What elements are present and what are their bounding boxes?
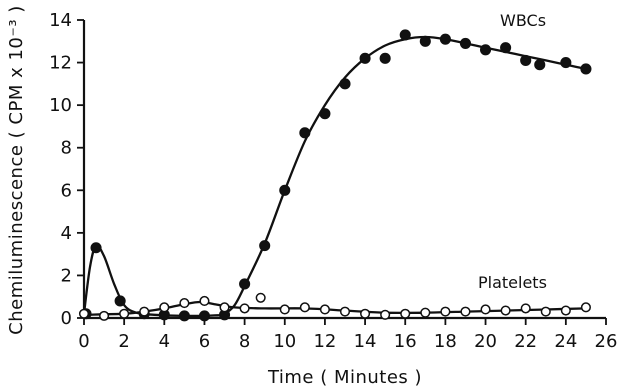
data-point-platelets	[199, 295, 210, 307]
data-point-wbcs	[114, 295, 126, 307]
data-point-platelets	[360, 308, 371, 319]
data-point-wbcs	[90, 242, 102, 254]
data-point-platelets	[299, 302, 310, 313]
data-point-platelets	[580, 302, 591, 313]
y-axis-ticks: 0 2 4 6 8 10 12 14	[49, 10, 84, 329]
y-tick-label: 10	[49, 95, 72, 116]
data-point-platelets	[400, 308, 411, 319]
data-point-wbcs	[319, 108, 331, 120]
data-point-wbcs	[439, 33, 451, 45]
x-tick-label: 24	[554, 331, 577, 352]
data-point-platelets	[78, 308, 90, 319]
x-tick-label: 0	[78, 331, 89, 352]
y-tick-label: 2	[61, 265, 72, 286]
data-point-wbcs	[520, 54, 532, 66]
y-tick-label: 4	[61, 223, 72, 244]
data-point-platelets	[139, 306, 150, 317]
data-point-platelets	[279, 304, 290, 315]
data-point-wbcs	[399, 29, 411, 41]
series-label-platelets: Platelets	[478, 273, 547, 292]
x-tick-label: 16	[394, 331, 417, 352]
data-point-platelets	[560, 305, 571, 316]
data-point-wbcs	[379, 52, 391, 64]
data-point-platelets	[500, 305, 511, 316]
data-point-platelets	[520, 303, 531, 314]
data-point-wbcs	[279, 184, 291, 196]
data-point-platelets	[540, 306, 551, 317]
x-tick-label: 6	[199, 331, 210, 352]
x-tick-label: 10	[273, 331, 296, 352]
x-tick-label: 14	[354, 331, 377, 352]
y-tick-label: 8	[61, 138, 72, 159]
data-point-platelets	[219, 302, 230, 313]
series-markers	[78, 29, 592, 322]
x-tick-label: 20	[474, 331, 497, 352]
data-point-platelets	[380, 309, 391, 320]
data-point-platelets	[420, 307, 431, 318]
x-axis-title: Time ( Minutes )	[267, 367, 422, 388]
x-tick-label: 22	[514, 331, 537, 352]
data-point-wbcs	[459, 37, 472, 49]
x-tick-label: 2	[118, 331, 129, 352]
data-point-platelets	[440, 306, 451, 317]
series-labels: WBCs Platelets	[478, 11, 547, 292]
data-point-wbcs	[178, 310, 190, 322]
series-label-wbcs: WBCs	[500, 11, 546, 30]
data-point-platelets	[255, 292, 266, 303]
data-point-platelets	[159, 302, 170, 313]
data-point-platelets	[319, 304, 330, 315]
data-point-wbcs	[580, 63, 592, 75]
x-tick-label: 8	[239, 331, 250, 352]
data-point-platelets	[179, 298, 190, 309]
data-point-wbcs	[198, 310, 211, 322]
data-point-platelets	[480, 304, 491, 315]
data-point-wbcs	[560, 57, 572, 69]
y-tick-label: 6	[61, 180, 72, 201]
x-tick-label: 26	[595, 331, 618, 352]
x-tick-label: 18	[434, 331, 457, 352]
data-point-platelets	[339, 306, 351, 317]
data-point-wbcs	[239, 278, 251, 290]
data-point-wbcs	[339, 78, 351, 90]
data-point-wbcs	[299, 127, 311, 139]
data-point-wbcs	[479, 44, 492, 56]
data-point-wbcs	[534, 59, 546, 71]
data-point-wbcs	[419, 35, 431, 47]
data-point-platelets	[99, 310, 110, 321]
y-tick-label: 12	[49, 53, 72, 74]
data-point-platelets	[119, 308, 130, 319]
data-point-wbcs	[359, 52, 371, 64]
series-curve-platelets	[82, 300, 588, 316]
data-point-wbcs	[500, 42, 512, 54]
y-axis-title: Chemiluminescence ( CPM x 10⁻³ )	[6, 5, 27, 335]
x-tick-label: 4	[159, 331, 170, 352]
x-tick-label: 12	[313, 331, 336, 352]
data-point-platelets	[460, 306, 471, 317]
x-axis-ticks: 0 2 4 6 8 10 12 14 16 18 20 22 24 26	[78, 318, 617, 352]
y-tick-label: 14	[49, 10, 72, 31]
data-point-platelets	[239, 303, 250, 314]
y-tick-label: 0	[61, 308, 72, 329]
data-point-wbcs	[259, 240, 271, 252]
